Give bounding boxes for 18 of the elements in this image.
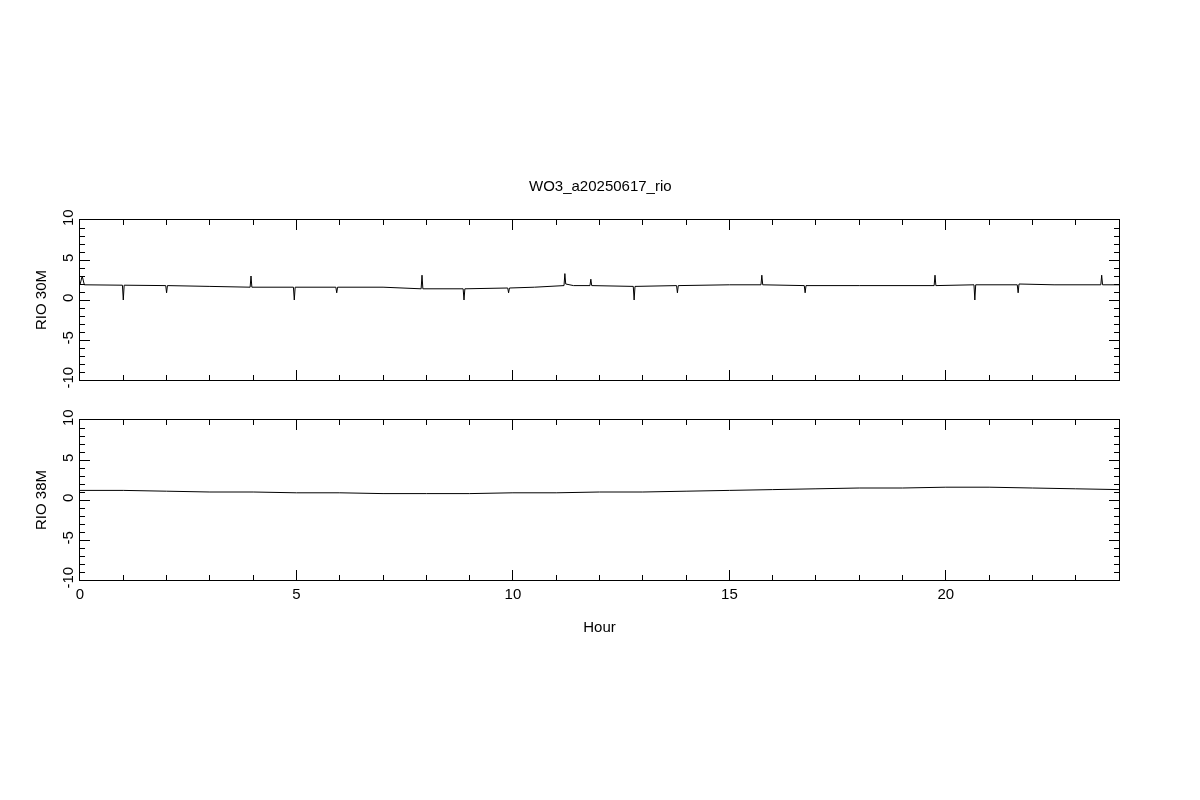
y-tick-label: -5 [59, 531, 76, 545]
y-axis-title: RIO 30M [32, 269, 50, 331]
y-tick-label: 5 [59, 253, 76, 262]
y-tick-label: 10 [59, 409, 76, 427]
x-tick-label: 15 [721, 585, 738, 602]
y-tick-label: 5 [59, 453, 76, 462]
y-tick-label: 0 [59, 493, 76, 502]
x-tick-label: 20 [937, 585, 955, 602]
y-tick-label: -10 [59, 566, 76, 589]
y-tick-label: -10 [59, 366, 76, 389]
y-tick-label: 0 [59, 293, 76, 302]
x-tick-label: 10 [504, 585, 522, 602]
y-tick-label: 10 [59, 209, 76, 227]
x-tick-label: 5 [292, 585, 301, 602]
chart-title: WO3_a20250617_rio [529, 177, 672, 194]
y-axis-title: RIO 38M [32, 469, 50, 531]
x-axis-title: Hour [583, 618, 616, 635]
y-tick-label: -5 [59, 331, 76, 345]
